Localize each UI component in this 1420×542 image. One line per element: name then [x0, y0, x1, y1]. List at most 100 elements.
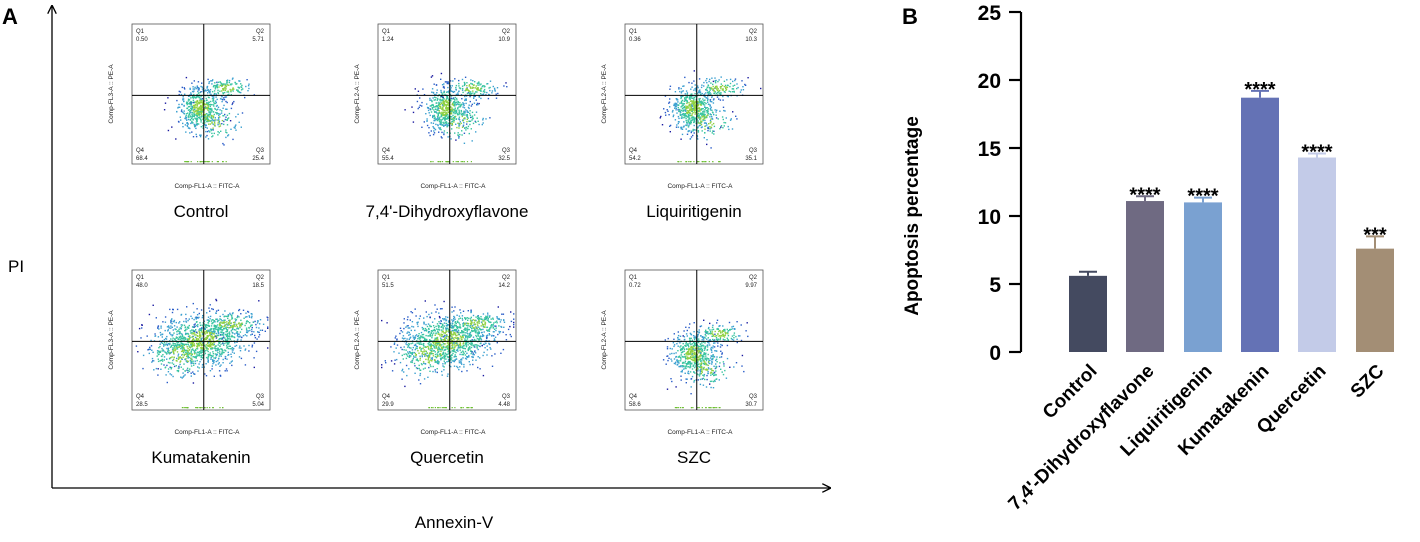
quadrant-q2-value: 18.5 — [252, 283, 264, 289]
quadrant-q1-value: 0.72 — [629, 283, 641, 289]
quadrant-q4-value: 29.9 — [382, 402, 394, 408]
quadrant-q2-value: 9.97 — [745, 283, 757, 289]
y-axis-label: Apoptosis percentage — [902, 116, 923, 316]
quadrant-q2-value: 10.3 — [745, 37, 757, 43]
plot-title: 7,4'-Dihydroxyflavone — [366, 202, 529, 221]
plot-x-axis-label: Comp-FL1-A :: FITC-A — [174, 183, 240, 190]
quadrant-q2-label: Q2 — [502, 29, 511, 35]
quadrant-q2-label: Q2 — [749, 275, 758, 281]
quadrant-q4-value: 55.4 — [382, 156, 394, 162]
quadrant-q1-label: Q1 — [136, 275, 145, 281]
quadrant-q2-label: Q2 — [749, 29, 758, 35]
quadrant-q3-label: Q3 — [502, 394, 511, 400]
plot-frame — [624, 23, 764, 165]
plot-x-axis-label: Comp-FL1-A :: FITC-A — [667, 429, 733, 436]
y-tick-label: 25 — [978, 2, 1002, 25]
quadrant-q1-label: Q1 — [136, 29, 145, 35]
quadrant-q3-value: 32.5 — [498, 156, 510, 162]
quadrant-q4-value: 68.4 — [136, 156, 148, 162]
quadrant-q4-value: 58.6 — [629, 402, 641, 408]
bar — [1298, 157, 1336, 352]
quadrant-q3-value: 4.48 — [498, 402, 510, 408]
plot-x-axis-label: Comp-FL1-A :: FITC-A — [667, 183, 733, 190]
plot-title: Kumatakenin — [151, 448, 250, 467]
y-tick-label: 5 — [989, 274, 1001, 297]
scatter-dots — [404, 72, 508, 144]
plot-y-axis-label: Comp-FL2-A :: PE-A — [354, 310, 361, 370]
quadrant-q4-label: Q4 — [136, 394, 145, 400]
quadrant-q1-value: 1.24 — [382, 37, 394, 43]
plot-title: Control — [174, 202, 229, 221]
quadrant-q3-value: 25.4 — [252, 156, 264, 162]
annexin-axis-label: Annexin-V — [415, 513, 494, 532]
significance-label: **** — [1301, 141, 1332, 163]
plot-x-axis-label: Comp-FL1-A :: FITC-A — [420, 183, 486, 190]
quadrant-q3-label: Q3 — [502, 148, 511, 154]
bar — [1126, 201, 1164, 352]
category-label: SZC — [1347, 360, 1389, 402]
baseline-events — [184, 161, 227, 163]
plot-title: SZC — [677, 448, 711, 467]
plot-frame — [131, 23, 271, 165]
quadrant-q4-value: 54.2 — [629, 156, 641, 162]
panel-a-label: A — [2, 4, 18, 29]
quadrant-q1-value: 51.5 — [382, 283, 394, 289]
significance-label: **** — [1187, 186, 1218, 208]
quadrant-q2-label: Q2 — [256, 29, 265, 35]
bars: Control****7,4'-Dihydroxyflavone****Liqu… — [1005, 79, 1394, 515]
plot-y-axis-label: Comp-FL3-A :: PE-A — [108, 64, 115, 124]
baseline-events — [677, 161, 721, 163]
scatter-dots — [659, 70, 762, 149]
significance-label: **** — [1129, 184, 1160, 206]
quadrant-q1-label: Q1 — [629, 275, 638, 281]
panel-a-flow-cytometry: PI Annexin-V Q1 0.50 Q2 5.71 Q4 68.4 Q3 25.4 Com… — [8, 0, 890, 532]
plot-x-axis-label: Comp-FL1-A :: FITC-A — [174, 429, 240, 436]
plot-frame — [377, 269, 517, 411]
plot-x-axis-label: Comp-FL1-A :: FITC-A — [420, 429, 486, 436]
significance-label: *** — [1363, 224, 1387, 246]
quadrant-q3-value: 35.1 — [745, 156, 757, 162]
quadrant-q2-value: 14.2 — [498, 283, 510, 289]
quadrant-q3-label: Q3 — [256, 148, 265, 154]
quadrant-q2-value: 10.9 — [498, 37, 510, 43]
quadrant-q3-label: Q3 — [256, 394, 265, 400]
y-tick-label: 20 — [978, 70, 1001, 93]
bar — [1356, 248, 1394, 352]
scatter-dots — [163, 76, 255, 146]
bar — [1069, 275, 1107, 352]
quadrant-q4-label: Q4 — [629, 394, 638, 400]
quadrant-q1-label: Q1 — [629, 29, 638, 35]
scatter-dots — [135, 298, 269, 384]
y-axis: 0 5 10 15 20 25 — [978, 2, 1023, 365]
quadrant-q3-label: Q3 — [749, 394, 758, 400]
plot-frame — [131, 269, 271, 411]
significance-label: **** — [1244, 79, 1275, 101]
quadrant-q3-label: Q3 — [749, 148, 758, 154]
quadrant-q1-label: Q1 — [382, 275, 391, 281]
baseline-events — [674, 407, 721, 409]
y-tick-label: 10 — [978, 206, 1001, 229]
quadrant-q1-value: 48.0 — [136, 283, 148, 289]
panel-b-bar-chart: 0 5 10 15 20 25 Control****7,4'-Dihydroxyflav… — [902, 2, 1394, 515]
y-tick-label: 15 — [978, 138, 1002, 161]
plot-y-axis-label: Comp-FL2-A :: PE-A — [601, 64, 608, 124]
quadrant-q2-value: 5.71 — [252, 37, 264, 43]
quadrant-q2-label: Q2 — [502, 275, 511, 281]
plot-y-axis-label: Comp-FL2-A :: PE-A — [601, 310, 608, 370]
y-tick-label: 0 — [989, 342, 1001, 365]
quadrant-q1-label: Q1 — [382, 29, 391, 35]
quadrant-q4-label: Q4 — [382, 148, 391, 154]
quadrant-q4-label: Q4 — [136, 148, 145, 154]
plot-y-axis-label: Comp-FL3-A :: PE-A — [108, 310, 115, 370]
quadrant-q4-label: Q4 — [629, 148, 638, 154]
pi-axis-label: PI — [8, 257, 24, 276]
quadrant-q4-label: Q4 — [382, 394, 391, 400]
scatter-dots — [662, 319, 749, 395]
quadrant-q3-value: 5.04 — [252, 402, 264, 408]
baseline-events — [428, 407, 473, 409]
